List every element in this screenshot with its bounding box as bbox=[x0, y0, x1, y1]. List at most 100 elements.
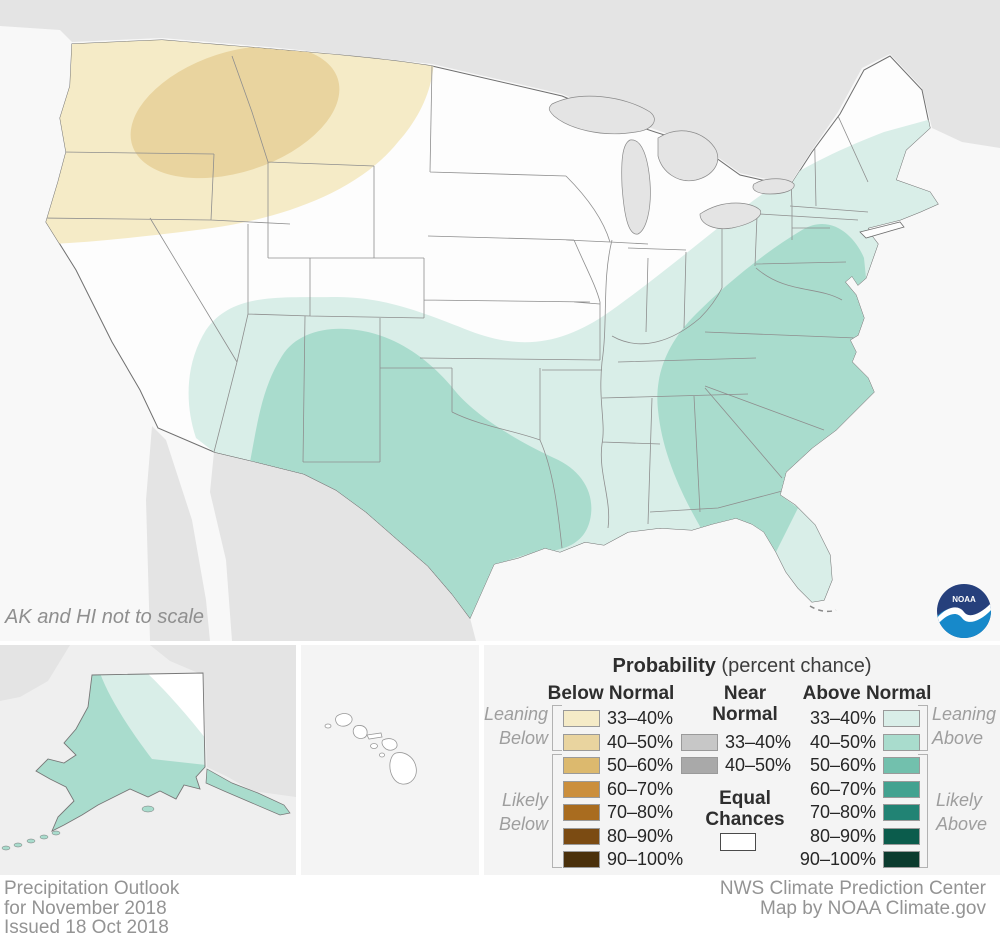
legend-swatch bbox=[883, 733, 920, 751]
legend-swatch bbox=[563, 827, 600, 845]
alaska-panhandle bbox=[205, 768, 291, 816]
near-normal-header: Near Normal bbox=[712, 683, 778, 725]
long-island bbox=[859, 221, 905, 239]
above-normal-region-40-50-southwest bbox=[250, 328, 592, 618]
likely-above-label: Likely Above bbox=[936, 790, 988, 834]
lake-michigan bbox=[621, 139, 651, 235]
footer: Precipitation Outlook for November 2018 Is… bbox=[0, 875, 1000, 938]
legend-range-label: 40–50% bbox=[607, 731, 674, 752]
legend-row: 33–40% bbox=[681, 731, 792, 752]
likely-below-label: Likely Below bbox=[498, 790, 548, 834]
likely-above-bracket bbox=[918, 754, 928, 868]
legend-swatch bbox=[563, 757, 600, 774]
aleutian-islands bbox=[1, 805, 155, 851]
legend-swatch bbox=[883, 780, 920, 798]
legend-swatch bbox=[883, 757, 920, 774]
legend-range-label: 80–90% bbox=[607, 825, 674, 846]
footer-title: Precipitation Outlook for November 2018 Is… bbox=[4, 878, 180, 938]
legend-swatch bbox=[563, 733, 600, 751]
below-normal-header: Below Normal bbox=[547, 683, 675, 704]
legend-row: 40–50% bbox=[681, 755, 792, 775]
legend-range-label: 33–40% bbox=[607, 708, 674, 728]
legend-row: 50–60% bbox=[796, 755, 920, 775]
legend-row: 70–80% bbox=[796, 802, 920, 822]
legend-title-bold: Probability bbox=[612, 655, 716, 677]
lake-erie bbox=[699, 202, 762, 230]
legend-range-label: 50–60% bbox=[607, 755, 674, 775]
lake-superior bbox=[548, 95, 655, 135]
conus-map: NOAA bbox=[0, 0, 1000, 641]
vancouver-island bbox=[52, 0, 112, 34]
noaa-logo: NOAA bbox=[937, 584, 991, 638]
legend-range-label: 60–70% bbox=[809, 778, 876, 799]
legend-range-label: 33–40% bbox=[725, 731, 792, 752]
equal-chances-header: Equal Chances bbox=[705, 788, 785, 830]
alaska-outline bbox=[35, 672, 206, 832]
baja-landmass bbox=[146, 426, 210, 641]
legend-row: 40–50% bbox=[563, 731, 674, 752]
legend-row: 33–40% bbox=[796, 708, 920, 728]
legend-range-label: 40–50% bbox=[809, 731, 876, 752]
mexico-landmass bbox=[210, 452, 476, 641]
legend-range-label: 80–90% bbox=[809, 825, 876, 846]
leaning-above-bracket bbox=[918, 705, 928, 751]
russia-landmass bbox=[0, 645, 70, 701]
legend-row: 33–40% bbox=[563, 708, 674, 728]
legend-row: 80–90% bbox=[563, 825, 674, 846]
legend-row: 60–70% bbox=[563, 778, 674, 799]
legend-swatch bbox=[563, 804, 600, 821]
legend-title-rest: (percent chance) bbox=[715, 655, 872, 677]
likely-below-bracket bbox=[552, 754, 562, 868]
legend-swatch bbox=[883, 710, 920, 727]
legend-row: 80–90% bbox=[796, 825, 920, 846]
legend-row: 90–100% bbox=[796, 849, 920, 869]
legend-row: 70–80% bbox=[563, 802, 674, 822]
legend: Probability (percent chance) Below Norma… bbox=[484, 645, 1000, 875]
legend-swatch bbox=[681, 733, 718, 751]
legend-range-label: 70–80% bbox=[809, 802, 876, 822]
alaska-equal-chances bbox=[146, 673, 205, 739]
legend-range-label: 50–60% bbox=[809, 755, 876, 775]
legend-range-label: 40–50% bbox=[725, 755, 792, 775]
legend-swatch bbox=[563, 710, 600, 727]
legend-row: 90–100% bbox=[563, 849, 684, 869]
below-normal-region-40-50 bbox=[130, 45, 340, 179]
legend-row: 50–60% bbox=[563, 755, 674, 775]
leaning-below-label: Leaning Below bbox=[484, 704, 549, 748]
legend-swatch bbox=[883, 827, 920, 845]
alaska-map bbox=[0, 645, 296, 851]
leaning-above-label: Leaning Above bbox=[932, 704, 997, 748]
canada-landmass bbox=[0, 0, 1000, 184]
above-normal-region-40-50-southeast bbox=[657, 223, 874, 552]
footer-credit: NWS Climate Prediction Center Map by NOAA… bbox=[719, 878, 986, 919]
legend-range-label: 60–70% bbox=[607, 778, 674, 799]
canada-landmass-ak bbox=[150, 645, 296, 797]
above-normal-header: Above Normal bbox=[802, 683, 932, 704]
legend-swatch bbox=[681, 757, 718, 774]
alaska-inset-panel bbox=[0, 645, 296, 875]
legend-swatch bbox=[883, 804, 920, 821]
legend-range-label: 90–100% bbox=[799, 849, 876, 869]
equal-chances-swatch bbox=[720, 833, 756, 851]
hawaii-islands bbox=[324, 713, 417, 785]
lake-ontario bbox=[752, 178, 795, 195]
legend-row: 40–50% bbox=[796, 731, 920, 752]
legend-range-label: 33–40% bbox=[809, 708, 876, 728]
leaning-below-bracket bbox=[552, 705, 562, 751]
map-scale-note: AK and HI not to scale bbox=[5, 606, 205, 628]
legend-row: 60–70% bbox=[796, 778, 920, 799]
state-borders bbox=[46, 55, 869, 549]
legend-swatch bbox=[883, 851, 920, 868]
noaa-gull-icon bbox=[937, 602, 991, 624]
lake-huron bbox=[657, 130, 719, 182]
legend-range-label: 70–80% bbox=[607, 802, 674, 822]
legend-swatch bbox=[563, 780, 600, 798]
hawaii-map bbox=[324, 713, 417, 785]
great-lakes bbox=[548, 95, 795, 235]
noaa-logo-text: NOAA bbox=[952, 595, 976, 604]
hawaii-inset-panel bbox=[301, 645, 479, 875]
legend-title: Probability (percent chance) bbox=[484, 655, 1000, 678]
legend-range-label: 90–100% bbox=[607, 849, 684, 869]
florida-keys bbox=[809, 605, 837, 613]
